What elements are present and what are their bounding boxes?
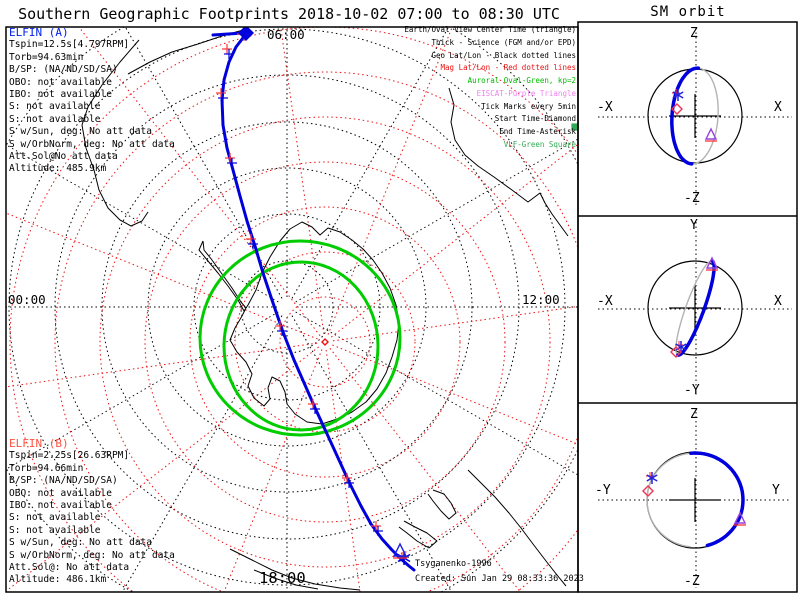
sm2-axis-x: X — [774, 294, 782, 309]
elfin-b-line-2: B/SP: (NA/ND/SD/SA) — [9, 475, 118, 487]
elfin-b-line-10: Altitude: 486.1km — [9, 574, 107, 586]
elfin-a-info-block: ELFIN (A) Tspin=12.5s[4.797RPM] Torb=94.63… — [9, 26, 175, 176]
sm1-axis-x: X — [774, 100, 782, 115]
elfin-a-line-10: Altitude: 485.9km — [9, 163, 107, 175]
elfin-b-info-block: ELFIN (B) Tspin=2.25s[26.63RPM] Torb=94.66… — [9, 437, 175, 587]
elfin-b-line-4: IBO: not available — [9, 500, 112, 512]
time-label-1200: 12:00 — [522, 292, 560, 307]
sm1-axis-z: Z — [690, 26, 698, 41]
plot-legend: Earth/Oval View Center Time (triangle) Th… — [236, 24, 576, 152]
legend-line-1: Thick - Science (FGM and/or EPD) — [431, 37, 577, 47]
sm1-axis-neg-x: -X — [597, 100, 613, 115]
sm2-axis-neg-y: -Y — [684, 383, 700, 398]
legend-line-0: Earth/Oval View Center Time (triangle) — [404, 25, 576, 34]
time-label-0600: 06:00 — [267, 27, 305, 42]
elfin-a-line-8: S w/OrbNorm, deg: No att data — [9, 138, 175, 150]
elfin-b-line-6: S: not available — [9, 524, 101, 536]
elfin-a-line-9: Att.Sol@No att data — [9, 151, 118, 163]
sm2-axis-y: Y — [690, 218, 698, 233]
elfin-a-line-2: B/SP: (NA/ND/SD/SA) — [9, 64, 118, 76]
legend-line-7: Start Time-Diamond — [494, 114, 576, 124]
elfin-b-line-8: S w/OrbNorm, deg: No att data — [9, 549, 175, 561]
elfin-a-line-0: Tspin=12.5s[4.797RPM] — [9, 39, 130, 51]
legend-line-6: Tick Marks every 5min — [481, 101, 576, 111]
sm3-axis-neg-y: -Y — [595, 483, 611, 498]
sm3-axis-y: Y — [772, 483, 780, 498]
legend-line-2: Geo Lat/Lon - Black dotted lines — [431, 50, 577, 60]
elfin-a-line-7: S w/Sun, deg: No att data — [9, 126, 152, 138]
sm3-axis-neg-z: -Z — [684, 574, 700, 589]
elfin-a-title: ELFIN (A) — [9, 26, 69, 39]
elfin-a-line-1: Torb=94.63min — [9, 51, 84, 63]
time-label-1800: 18:00 — [259, 569, 306, 587]
sm2-axis-neg-x: -X — [597, 294, 613, 309]
sm-orbit-title: SM orbit — [650, 4, 726, 20]
elfin-b-line-7: S w/Sun, deg: No att data — [9, 537, 152, 549]
elfin-a-line-6: S: not available — [9, 113, 101, 125]
page-title: Southern Geographic Footprints 2018-10-0… — [18, 5, 560, 23]
legend-line-9: VLF-Green Square — [503, 139, 576, 149]
legend-line-3: Mag Lat/Lon - Red dotted lines — [440, 63, 576, 73]
time-label-0000: 00:00 — [8, 292, 46, 307]
elfin-b-line-1: Torb=94.66min — [9, 462, 84, 474]
elfin-b-line-3: OBO: not available — [9, 487, 112, 499]
elfin-b-title: ELFIN (B) — [9, 437, 69, 450]
legend-line-5: EISCAT-Purple Triangle — [476, 88, 576, 98]
elfin-b-line-9: Att.Sol@: No att data — [9, 562, 130, 574]
legend-line-4: Auroral Oval-Green, kp=2 — [467, 76, 576, 85]
created-timestamp: Created: Sun Jan 29 08:33:36 2023 — [415, 574, 584, 584]
elfin-b-line-5: S: not available — [9, 512, 101, 524]
legend-line-8: End Time-Asterisk — [499, 127, 576, 136]
elfin-a-line-3: OBO: not available — [9, 76, 112, 88]
sm3-axis-z: Z — [690, 407, 698, 422]
sm1-axis-neg-z: -Z — [684, 191, 700, 206]
model-label: Tsyganenko-1996 — [415, 559, 492, 569]
elfin-b-line-0: Tspin=2.25s[26.63RPM] — [9, 450, 130, 462]
elfin-a-line-5: S: not available — [9, 101, 101, 113]
elfin-a-line-4: IBO: not available — [9, 89, 112, 101]
